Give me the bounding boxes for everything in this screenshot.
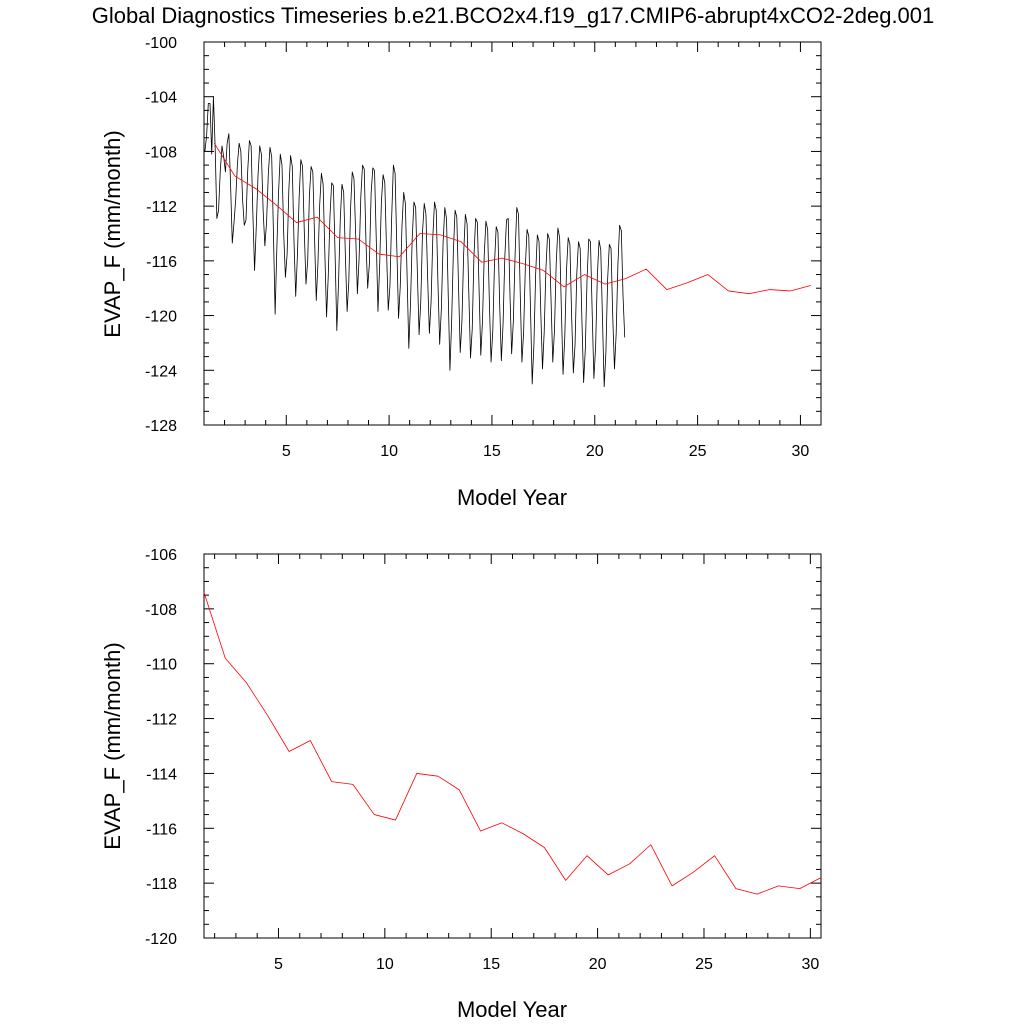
bottom-plot-frame <box>203 553 822 939</box>
y-tick-label: -114 <box>146 766 177 783</box>
x-tick-label: 25 <box>689 443 707 460</box>
y-tick-label: -116 <box>146 254 177 271</box>
x-tick-label: 5 <box>282 443 291 460</box>
bottom-ticks <box>204 553 821 939</box>
x-tick-label: 25 <box>695 956 713 973</box>
x-tick-label: 20 <box>589 956 607 973</box>
bottom-tick-labels: 5 10 15 20 25 30 -120 -118 -116 -114 -112 -110 -108 -… <box>145 547 819 973</box>
bottom-series <box>203 592 822 895</box>
y-tick-label: -100 <box>145 35 177 52</box>
y-tick-label: -112 <box>146 199 177 216</box>
y-tick-label: -108 <box>145 144 177 161</box>
chart-title: Global Diagnostics Timeseries b.e21.BCO2… <box>92 3 935 28</box>
y-tick-label: -108 <box>145 602 177 619</box>
top-series-line-monthly <box>204 96 626 388</box>
bottom-panel: 5 10 15 20 25 30 -120 -118 -116 -114 -112 -110 -108 -… <box>100 547 822 1022</box>
top-tick-labels: 5 10 15 20 25 30 -128 -124 -120 -116 -112 -108 -104 -… <box>145 35 809 460</box>
top-ticks <box>203 41 822 426</box>
x-tick-label: 15 <box>483 443 501 460</box>
y-tick-label: -110 <box>146 657 177 674</box>
y-tick-label: -124 <box>145 363 177 380</box>
y-tick-label: -120 <box>145 931 177 948</box>
top-panel: 5 10 15 20 25 30 -128 -124 -120 -116 -112 -108 -104 -… <box>100 35 822 510</box>
top-y-axis-title: EVAP_F (mm/month) <box>100 130 125 337</box>
x-tick-label: 10 <box>380 443 398 460</box>
top-series-line-annual <box>213 143 811 295</box>
top-x-axis-title: Model Year <box>457 485 567 510</box>
top-series <box>204 96 811 388</box>
top-plot-frame <box>203 41 822 426</box>
bottom-y-axis-title: EVAP_F (mm/month) <box>100 642 125 849</box>
y-tick-label: -112 <box>146 712 177 729</box>
x-tick-label: 15 <box>482 956 500 973</box>
bottom-x-axis-title: Model Year <box>457 997 567 1022</box>
x-tick-label: 20 <box>586 443 604 460</box>
y-tick-label: -104 <box>145 90 177 107</box>
y-tick-label: -106 <box>145 547 177 564</box>
y-tick-label: -120 <box>145 309 177 326</box>
x-tick-label: 30 <box>801 956 819 973</box>
bottom-series-line-annual <box>203 592 822 895</box>
y-tick-label: -128 <box>145 418 177 435</box>
x-tick-label: 10 <box>376 956 394 973</box>
y-tick-label: -118 <box>146 876 177 893</box>
x-tick-label: 5 <box>274 956 283 973</box>
x-tick-label: 30 <box>792 443 810 460</box>
y-tick-label: -116 <box>146 821 177 838</box>
